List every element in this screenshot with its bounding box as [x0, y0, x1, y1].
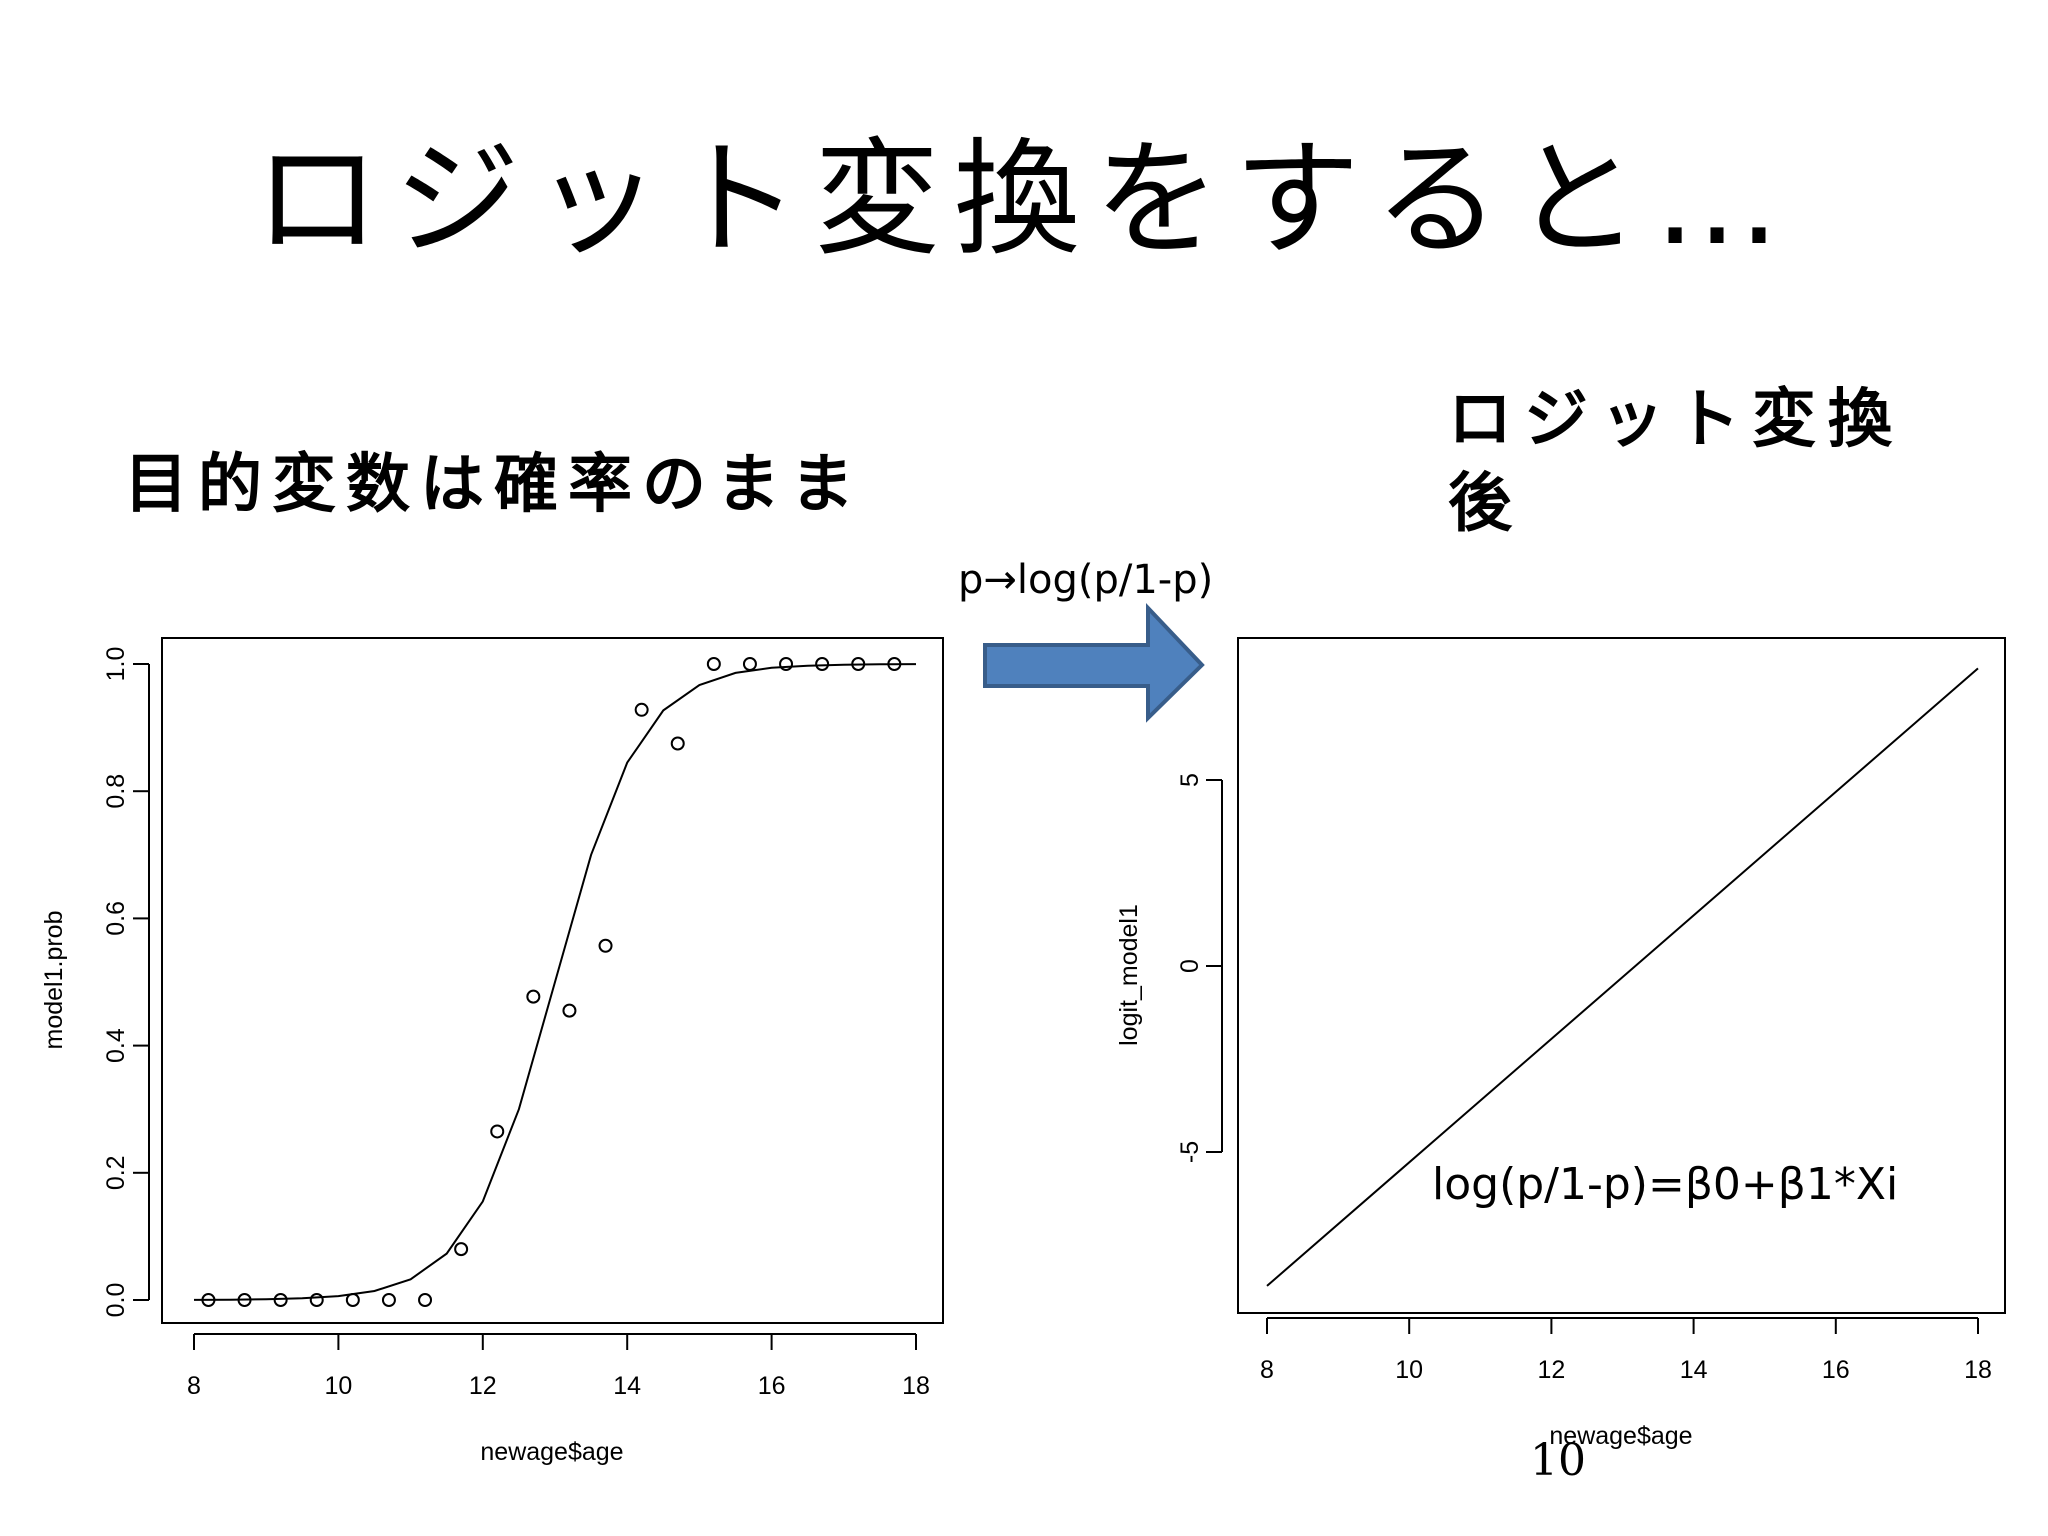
data-point	[273, 1293, 288, 1307]
probability-chart: 8 10 12 14 16 18 0.0 0.2 0.4 0.6 0.8 1.0 newage$ag…	[40, 637, 944, 1466]
y-tick-label: 0.0	[102, 1283, 130, 1318]
data-point	[851, 657, 866, 671]
data-point	[634, 702, 649, 717]
plot-frame	[1237, 637, 2006, 1314]
right-heading: ロジット変換後	[1448, 383, 1904, 541]
fitted-curve	[193, 663, 917, 1301]
y-tick-label: 0.4	[102, 1028, 130, 1063]
plot-frame	[161, 637, 944, 1324]
data-point	[237, 1293, 252, 1307]
x-tick-label: 18	[902, 1372, 930, 1400]
y-tick-label: 0	[1176, 959, 1204, 973]
y-tick-label: -5	[1176, 1141, 1204, 1163]
x-tick-label: 16	[758, 1372, 786, 1400]
data-point	[742, 657, 757, 671]
left-heading: 目的変数は確率のまま	[124, 448, 864, 522]
x-tick-label: 10	[1395, 1356, 1423, 1384]
data-point	[418, 1293, 433, 1307]
data-point	[490, 1124, 505, 1139]
right-arrow-icon	[983, 602, 1205, 723]
y-tick-label: 0.2	[102, 1155, 130, 1190]
x-axis-label: newage$age	[1549, 1422, 1692, 1450]
x-tick-label: 8	[1260, 1356, 1274, 1384]
slide-title: ロジット変換をすると…	[254, 126, 1794, 273]
data-point	[454, 1242, 469, 1257]
x-tick-label: 18	[1964, 1356, 1992, 1384]
data-point	[779, 657, 794, 671]
x-tick-label: 14	[1680, 1356, 1708, 1384]
data-point	[345, 1293, 360, 1307]
x-axis: 8 10 12 14 16 18	[1260, 1317, 1992, 1384]
y-axis-label: model1.prob	[40, 911, 68, 1050]
data-point	[309, 1293, 324, 1307]
page-number: 10	[1530, 1435, 1586, 1486]
data-point	[562, 1003, 577, 1018]
x-tick-label: 8	[187, 1372, 201, 1400]
y-tick-label: 0.6	[102, 901, 130, 936]
y-tick-label: 0.8	[102, 774, 130, 809]
y-axis: 0.0 0.2 0.4 0.6 0.8 1.0	[102, 647, 150, 1318]
x-axis-label: newage$age	[480, 1438, 623, 1466]
y-tick-label: 5	[1176, 773, 1204, 787]
logit-line	[1266, 667, 1979, 1287]
data-point	[815, 657, 830, 671]
y-axis-label: logit_model1	[1115, 904, 1143, 1046]
data-point	[598, 938, 613, 953]
data-point	[526, 989, 541, 1004]
x-tick-label: 10	[324, 1372, 352, 1400]
x-axis: 8 10 12 14 16 18	[187, 1333, 930, 1400]
x-tick-label: 12	[469, 1372, 497, 1400]
x-tick-label: 12	[1537, 1356, 1565, 1384]
logit-chart: 8 10 12 14 16 18 -5 0 5 newage$age logit_model1	[1115, 637, 2006, 1450]
data-points	[201, 657, 902, 1307]
y-axis: -5 0 5	[1176, 773, 1223, 1163]
data-point	[670, 736, 685, 751]
y-tick-label: 1.0	[102, 647, 130, 682]
x-tick-label: 16	[1822, 1356, 1850, 1384]
data-point	[887, 657, 902, 671]
x-tick-label: 14	[613, 1372, 641, 1400]
transform-label: p→log(p/1-p)	[958, 557, 1214, 603]
data-point	[381, 1293, 396, 1307]
data-point	[706, 657, 721, 671]
logit-formula: log(p/1-p)=β0+β1*Xi	[1432, 1159, 1899, 1210]
data-point	[201, 1293, 216, 1307]
